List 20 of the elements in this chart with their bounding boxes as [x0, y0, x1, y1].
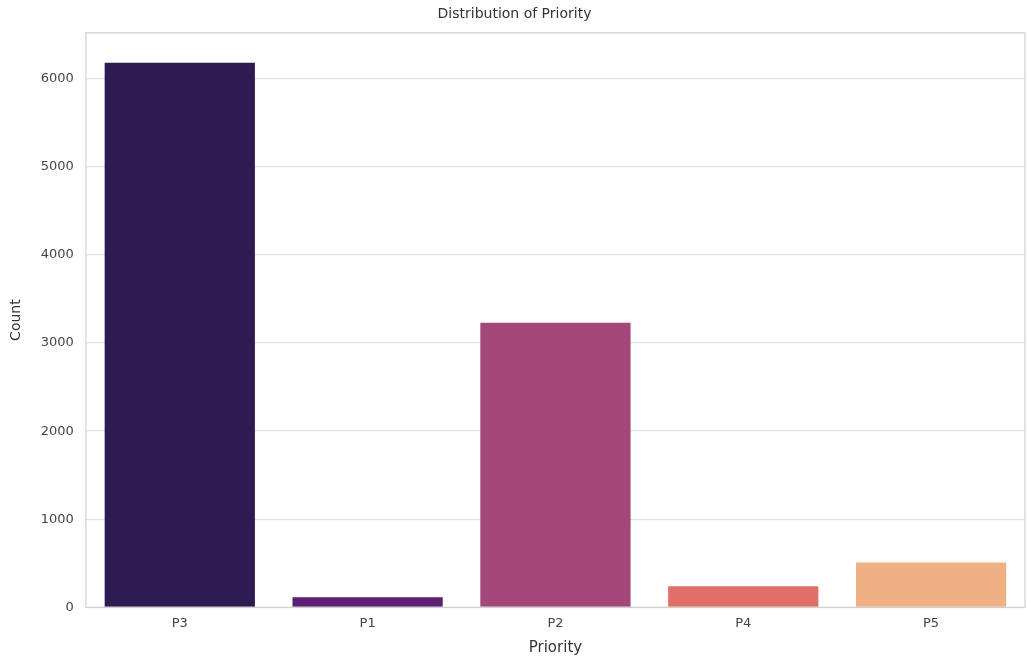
x-tick-label: P3 [171, 614, 188, 630]
bar [855, 562, 1007, 607]
chart-title: Distribution of Priority [437, 5, 592, 22]
bar [292, 597, 443, 607]
y-axis-title: Count [7, 298, 24, 341]
bar [480, 322, 631, 607]
x-tick-label: P1 [359, 614, 376, 630]
x-axis-title: Priority [528, 637, 583, 656]
y-tick-label: 6000 [40, 70, 74, 85]
y-tick-label: 4000 [40, 246, 74, 262]
bar [668, 586, 819, 607]
y-tick-label: 2000 [40, 422, 74, 438]
x-tick-label: P5 [923, 614, 940, 630]
y-tick-label: 1000 [40, 510, 74, 526]
y-tick-label: 5000 [40, 158, 74, 174]
x-tick-label: P2 [547, 614, 564, 630]
x-tick-label: P4 [735, 614, 752, 630]
bar [104, 62, 255, 607]
y-tick-label: 0 [65, 598, 74, 614]
y-tick-label: 3000 [40, 334, 74, 350]
